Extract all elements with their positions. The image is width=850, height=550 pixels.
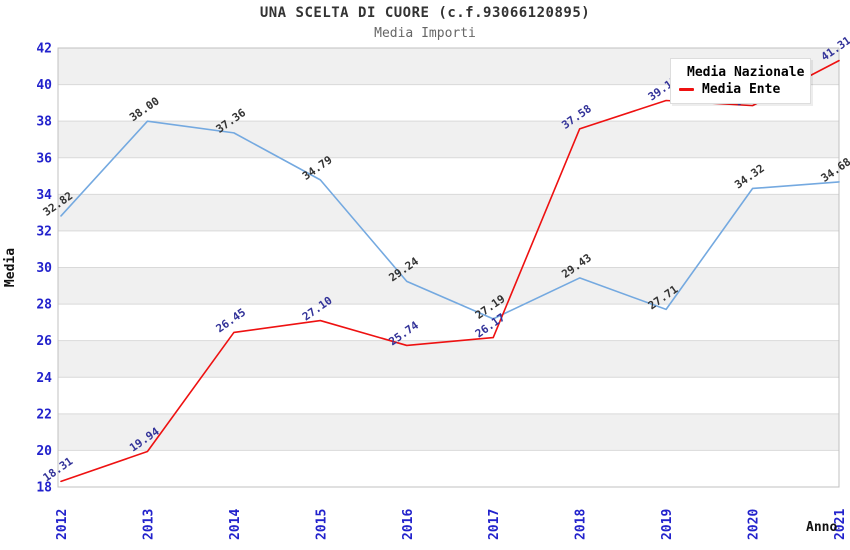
legend-item-media-ente: Media Ente (677, 81, 804, 98)
plot-band (58, 377, 839, 414)
legend-item-media-nazionale: Media Nazionale (677, 64, 804, 81)
plot-band (58, 121, 839, 158)
chart-title: UNA SCELTA DI CUORE (c.f.93066120895) (259, 5, 591, 21)
y-tick-label: 18 (36, 481, 52, 496)
y-tick-label: 30 (36, 261, 52, 276)
y-tick-label: 32 (36, 224, 52, 239)
y-tick-label: 34 (36, 188, 52, 203)
y-tick-label: 22 (36, 407, 52, 422)
x-tick-label: 2019 (660, 509, 675, 540)
plot-band (58, 450, 839, 487)
y-tick-label: 42 (36, 42, 52, 57)
x-tick-label: 2016 (401, 509, 416, 540)
plot-border (57, 47, 840, 488)
y-tick-label: 26 (36, 334, 52, 349)
x-tick-label: 2020 (747, 509, 762, 540)
x-axis-title: Anno (806, 520, 837, 535)
plot-band (58, 194, 839, 231)
x-tick-label: 2021 (833, 509, 848, 540)
y-tick-label: 38 (36, 115, 52, 130)
plot-band (58, 340, 839, 378)
y-tick-label: 20 (36, 444, 52, 459)
series-line-media-nazionale (60, 120, 840, 320)
y-tick-label: 28 (36, 298, 52, 313)
chart-legend: Media Nazionale Media Ente (670, 58, 811, 104)
y-tick-label: 24 (36, 371, 52, 386)
plot-band (58, 267, 839, 305)
plot-band (58, 413, 839, 451)
y-axis-title: Media (3, 248, 18, 287)
x-tick-label: 2017 (487, 509, 502, 540)
x-tick-label: 2018 (574, 509, 589, 540)
x-tick-label: 2013 (141, 509, 156, 540)
x-tick-label: 2012 (55, 509, 70, 540)
x-tick-label: 2015 (314, 509, 329, 540)
y-tick-label: 36 (36, 151, 52, 166)
chart-subtitle: Media Importi (374, 26, 476, 41)
x-tick-label: 2014 (228, 509, 243, 540)
legend-label: Media Nazionale (687, 65, 805, 80)
y-tick-label: 40 (36, 78, 52, 93)
plot-band (58, 230, 839, 268)
plot-band (58, 304, 839, 341)
legend-line-marker-red (679, 88, 694, 91)
plot-band (58, 157, 839, 195)
legend-label: Media Ente (702, 82, 781, 97)
